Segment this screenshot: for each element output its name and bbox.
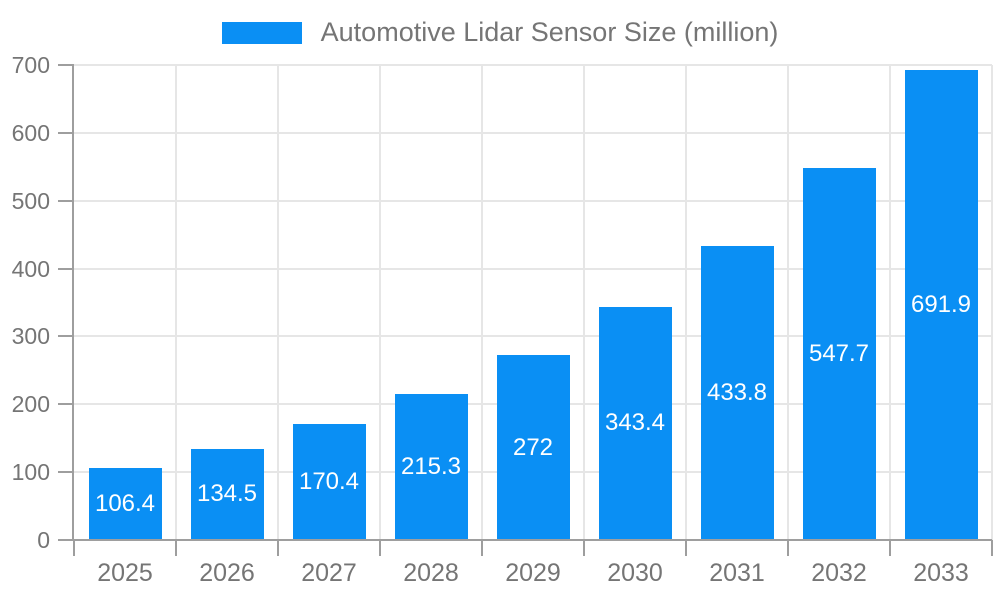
x-grid-line [583,65,585,540]
y-axis-tick [58,199,74,202]
legend-swatch [221,21,302,44]
y-grid-line [74,267,992,270]
y-axis-tick [58,403,74,406]
x-tick-label: 2029 [505,559,561,587]
chart-legend[interactable]: Automotive Lidar Sensor Size (million) [0,17,1000,48]
x-axis-tick [277,540,279,556]
x-axis-tick [889,540,891,556]
y-tick-label: 0 [37,527,50,553]
y-grid-line [74,131,992,134]
bar-value-label: 170.4 [298,468,360,496]
bar-value-label: 433.8 [706,378,768,406]
y-axis-line [72,64,74,540]
y-axis-tick [58,539,74,541]
x-axis-tick [583,540,585,556]
bar[interactable] [88,467,162,540]
y-tick-label: 200 [11,391,50,418]
y-tick-label: 300 [11,323,50,350]
bar-value-label: 215.3 [400,452,462,480]
x-tick-label: 2027 [301,559,357,587]
y-axis-tick [58,267,74,270]
bar-value-label: 547.7 [808,340,870,368]
y-tick-label: 700 [11,52,50,78]
bar[interactable] [700,245,774,540]
x-tick-label: 2032 [811,559,867,587]
x-axis-tick [787,540,789,556]
x-grid-line [685,65,687,540]
bar-value-label: 272 [512,433,554,461]
x-tick-label: 2028 [403,559,459,587]
y-tick-label: 500 [11,187,50,214]
bar[interactable] [292,424,366,540]
y-grid-line [74,199,992,202]
bar-value-label: 134.5 [196,480,258,508]
bar[interactable] [190,448,264,540]
x-grid-line [379,65,381,540]
x-axis-tick [379,540,381,556]
bar[interactable] [496,355,570,540]
x-grid-line [991,65,993,540]
y-grid-line [74,64,992,66]
x-grid-line [889,65,891,540]
x-axis-tick [175,540,177,556]
bar-value-label: 343.4 [604,409,666,437]
y-tick-label: 400 [11,255,50,282]
bar[interactable] [394,393,468,540]
x-tick-label: 2030 [607,559,663,587]
bar[interactable] [598,306,672,540]
x-tick-label: 2025 [97,559,153,587]
legend-label: Automotive Lidar Sensor Size (million) [320,17,779,47]
x-axis-tick [73,540,75,556]
x-grid-line [787,65,789,540]
x-tick-label: 2033 [913,559,969,587]
bar-value-label: 106.4 [94,489,156,517]
x-tick-label: 2031 [709,559,765,587]
x-axis-tick [481,540,483,556]
bar[interactable] [802,168,876,540]
y-axis-tick [58,335,74,338]
x-axis-tick [685,540,687,556]
y-tick-label: 600 [11,119,50,146]
y-tick-label: 100 [11,459,50,486]
x-tick-label: 2026 [199,559,255,587]
y-axis-tick [58,64,74,66]
x-grid-line [481,65,483,540]
y-axis-tick [58,131,74,134]
bar-value-label: 691.9 [910,291,972,319]
x-grid-line [175,65,177,540]
x-axis-line [72,539,992,541]
x-grid-line [277,65,279,540]
y-grid-line [74,335,992,338]
bar[interactable] [904,70,978,540]
x-axis-tick [991,540,993,556]
y-axis-tick [58,471,74,474]
